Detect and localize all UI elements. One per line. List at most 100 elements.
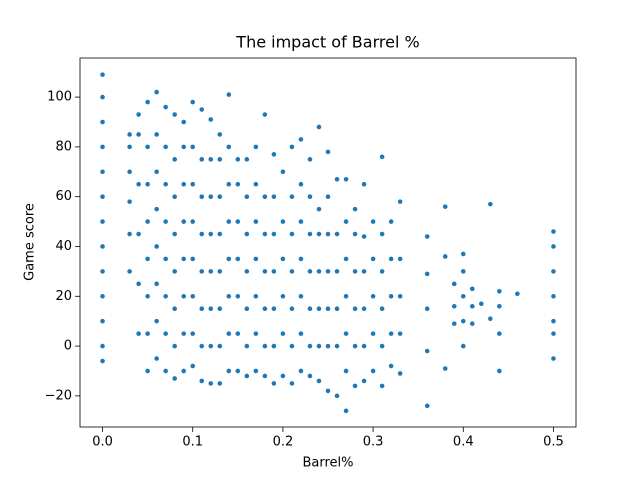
point <box>270 343 277 349</box>
point <box>135 181 142 188</box>
point <box>144 368 151 374</box>
point <box>207 380 214 387</box>
point <box>289 305 295 312</box>
point <box>198 193 205 200</box>
point <box>361 233 367 240</box>
point <box>234 156 241 163</box>
point <box>252 368 259 374</box>
point <box>171 156 178 163</box>
point <box>307 156 313 163</box>
point <box>189 330 196 337</box>
point <box>180 256 187 262</box>
point <box>370 256 376 262</box>
point <box>153 206 160 213</box>
point <box>388 363 395 369</box>
point <box>144 330 151 337</box>
point <box>442 365 449 372</box>
chart-title: The impact of Barrel % <box>235 33 419 52</box>
point <box>261 305 268 312</box>
point <box>207 193 214 200</box>
point <box>388 330 395 337</box>
point <box>99 168 106 175</box>
point <box>171 375 178 382</box>
point <box>189 293 196 300</box>
point <box>216 380 223 387</box>
point <box>451 280 458 287</box>
point <box>243 305 250 312</box>
point <box>144 143 151 150</box>
point <box>460 318 467 325</box>
point <box>225 256 232 262</box>
point <box>343 256 349 262</box>
point <box>460 268 467 275</box>
point <box>144 99 151 105</box>
point <box>487 315 494 322</box>
point <box>189 256 196 262</box>
point <box>234 181 241 188</box>
point <box>496 368 503 374</box>
point <box>162 256 169 262</box>
point <box>307 373 313 379</box>
point <box>316 124 322 130</box>
point <box>388 218 395 225</box>
x-tick-label: 0.3 <box>363 435 384 450</box>
x-tick-label: 0.0 <box>92 435 113 450</box>
point <box>225 293 232 300</box>
point <box>270 305 277 312</box>
point <box>171 343 178 349</box>
point <box>361 181 367 188</box>
point <box>343 368 349 374</box>
point <box>298 368 304 374</box>
point <box>352 268 358 275</box>
point <box>153 280 160 287</box>
point <box>126 168 133 175</box>
point <box>261 268 268 275</box>
point <box>216 131 223 138</box>
point <box>189 99 196 105</box>
point <box>397 370 404 377</box>
point <box>171 305 178 312</box>
point <box>144 181 151 188</box>
y-tick-label: 100 <box>47 90 72 105</box>
point <box>550 355 557 362</box>
y-tick-label: −20 <box>45 388 72 403</box>
x-axis-label: Barrel% <box>302 456 353 471</box>
point <box>153 243 160 250</box>
point <box>126 231 133 237</box>
point <box>334 305 340 312</box>
point <box>153 168 160 175</box>
point <box>153 89 160 96</box>
point <box>270 193 277 200</box>
point <box>216 343 223 349</box>
point <box>298 330 304 337</box>
point <box>343 293 349 300</box>
point <box>99 119 106 125</box>
point <box>216 268 223 275</box>
point <box>316 206 322 213</box>
point <box>316 231 322 237</box>
point <box>550 330 557 337</box>
point <box>252 256 259 262</box>
point <box>225 218 232 225</box>
point <box>234 218 241 225</box>
point <box>144 293 151 300</box>
point <box>487 201 494 208</box>
y-tick-label: 60 <box>55 189 72 204</box>
point <box>280 168 286 175</box>
y-tick-label: 20 <box>55 289 72 304</box>
point <box>289 380 295 387</box>
point <box>397 256 404 262</box>
point <box>379 383 386 389</box>
point <box>307 268 313 275</box>
point <box>280 373 286 379</box>
point <box>243 193 250 200</box>
point <box>225 181 232 188</box>
point <box>135 231 142 237</box>
point <box>469 320 476 327</box>
point <box>316 378 322 384</box>
point <box>397 330 404 337</box>
point <box>334 268 340 275</box>
point <box>307 231 313 237</box>
point <box>442 253 449 260</box>
point <box>189 363 196 369</box>
